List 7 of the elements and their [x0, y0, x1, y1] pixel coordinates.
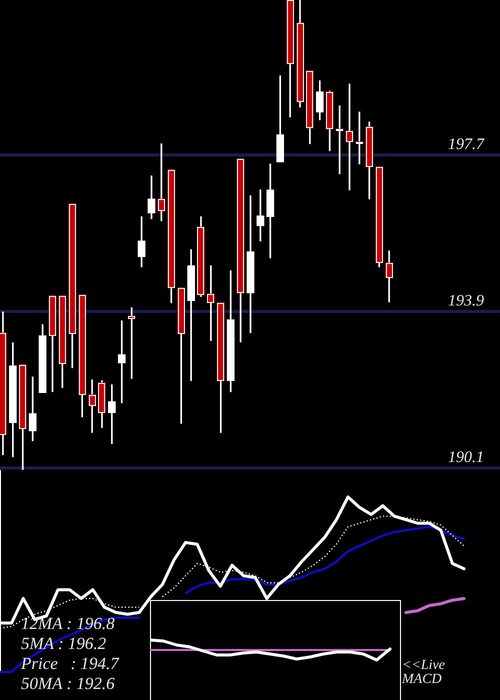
annotation: Price : 194.7	[21, 654, 120, 674]
annotation: 5MA : 196.2	[21, 634, 108, 654]
y-tick-label: 197.7	[448, 136, 485, 153]
text: 50MA : 192.6	[21, 674, 116, 694]
y-tick-label: 193.9	[448, 292, 484, 310]
y-tick-label: 190.1	[448, 448, 484, 466]
annotation: <<Live MACD	[402, 658, 446, 687]
